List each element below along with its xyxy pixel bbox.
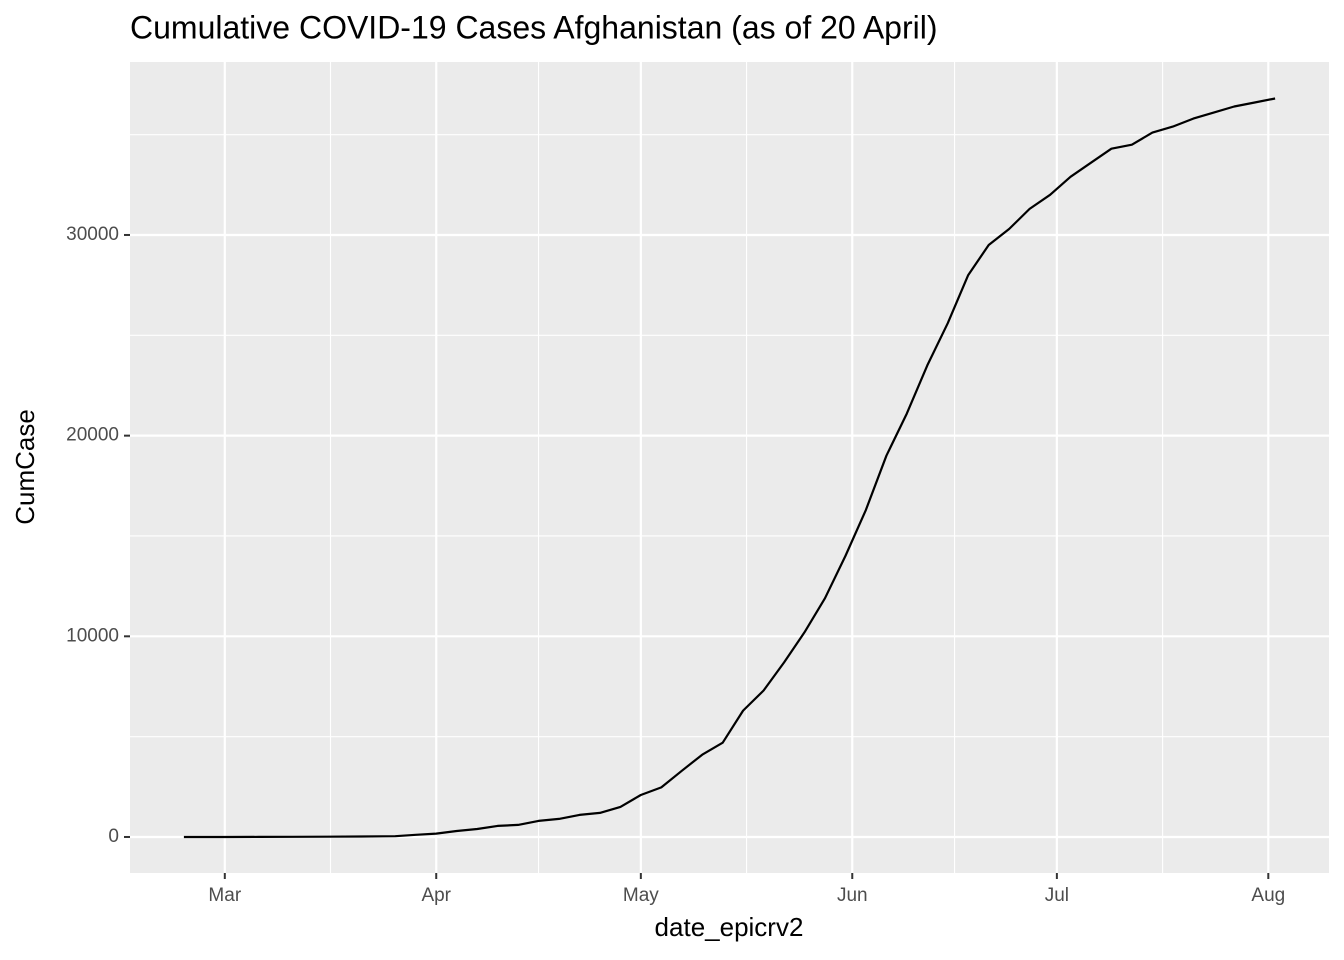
x-tick-label: Jun [837,885,868,906]
marks [183,97,1276,839]
y-tick-label: 30000 [66,224,119,245]
chart-title: Cumulative COVID-19 Cases Afghanistan (a… [130,9,937,45]
y-tick-label: 20000 [66,425,119,446]
x-tick-label: Aug [1251,885,1285,906]
x-tick-label: May [623,885,659,906]
data-line [183,97,1276,839]
x-axis-title: date_epicrv2 [655,912,804,942]
grid [130,62,1329,873]
y-tick-label: 0 [108,826,119,847]
x-tick-label: Jul [1045,885,1069,906]
x-tick-label: Mar [208,885,241,906]
plot-panel [130,62,1329,873]
x-tick-label: Apr [421,885,451,906]
y-axis-title: CumCase [10,409,40,525]
y-tick-label: 10000 [66,625,119,646]
